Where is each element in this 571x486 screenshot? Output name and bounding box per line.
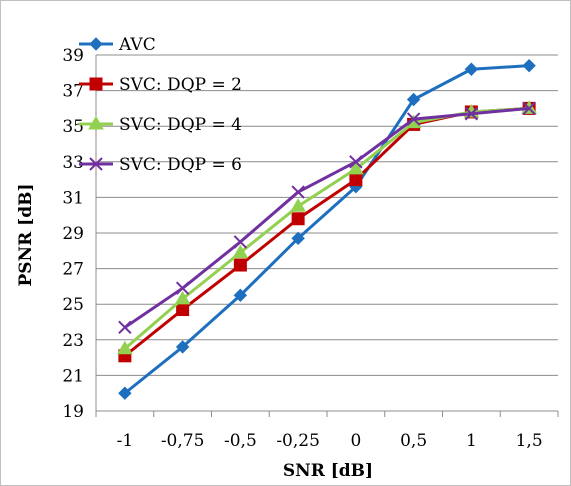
x-tick-label: 0 <box>350 431 361 451</box>
x-tick-label: 1,5 <box>516 431 543 451</box>
data-point <box>291 185 305 199</box>
series-0 <box>118 58 536 400</box>
data-point <box>291 212 305 226</box>
y-tick-label: 27 <box>62 260 84 280</box>
series-line <box>124 106 530 329</box>
y-tick-label: 37 <box>62 82 84 102</box>
legend: AVC SVC: DQP = 2 SVC: DQP = 4 SVC: DQP = 6 <box>79 35 242 175</box>
x-tick-label: -0,25 <box>276 431 320 451</box>
data-point <box>290 198 306 212</box>
data-point <box>174 290 191 305</box>
series-line <box>123 64 530 395</box>
legend-label: SVC: DQP = 4 <box>119 115 242 135</box>
data-point <box>464 107 479 121</box>
data-point <box>118 320 132 335</box>
data-point <box>175 340 190 354</box>
data-point <box>175 281 190 295</box>
y-axis-title: PSNR [dB] <box>16 184 36 287</box>
data-point <box>233 258 247 272</box>
x-tick-label: -0,75 <box>161 431 205 451</box>
data-point <box>522 101 536 116</box>
legend-item: AVC <box>79 35 156 55</box>
data-point <box>176 303 190 317</box>
legend-item: SVC: DQP = 4 <box>79 115 242 135</box>
legend-label: SVC: DQP = 6 <box>119 155 242 175</box>
y-tick-label: 39 <box>62 46 84 66</box>
y-tick-label: 29 <box>62 224 84 244</box>
data-point <box>232 244 249 259</box>
y-tick-label: 23 <box>62 331 84 351</box>
y-tick-label: 21 <box>62 366 84 386</box>
y-tick-label: 19 <box>62 402 84 422</box>
x-axis-title: SNR [dB] <box>283 461 373 481</box>
data-point <box>348 160 364 175</box>
legend-label: AVC <box>118 35 156 55</box>
data-point <box>233 235 248 249</box>
legend-item: SVC: DQP = 2 <box>79 75 242 95</box>
data-point <box>291 231 305 246</box>
legend-item: SVC: DQP = 6 <box>79 155 242 175</box>
data-point <box>118 386 132 400</box>
data-point <box>522 58 536 73</box>
x-tick-label: -1 <box>117 431 134 451</box>
x-tick-label: 0,5 <box>400 431 427 451</box>
y-tick-label: 31 <box>62 188 84 208</box>
axis-layer: 19 21 23 25 27 29 31 33 35 37 39 -1 -0,75 -0,5 -0,25 0 0… <box>62 46 559 451</box>
data-point <box>117 340 133 355</box>
y-tick-label: 25 <box>62 295 84 315</box>
legend-marker <box>89 77 103 91</box>
data-point <box>349 155 363 169</box>
legend-marker <box>89 157 103 171</box>
data-point <box>233 288 248 303</box>
data-point <box>406 112 421 126</box>
data-point <box>349 173 363 187</box>
series-3 <box>118 101 536 335</box>
legend-label: SVC: DQP = 2 <box>119 75 242 95</box>
y-tick-label: 33 <box>62 153 84 173</box>
series-layer <box>117 58 537 400</box>
y-tick-label: 35 <box>62 117 84 137</box>
legend-marker <box>89 37 103 51</box>
legend-marker <box>88 116 104 130</box>
data-point <box>464 62 479 76</box>
x-tick-label: 1 <box>466 431 477 451</box>
x-tick-label: -0,5 <box>224 431 257 451</box>
data-point <box>406 92 421 107</box>
